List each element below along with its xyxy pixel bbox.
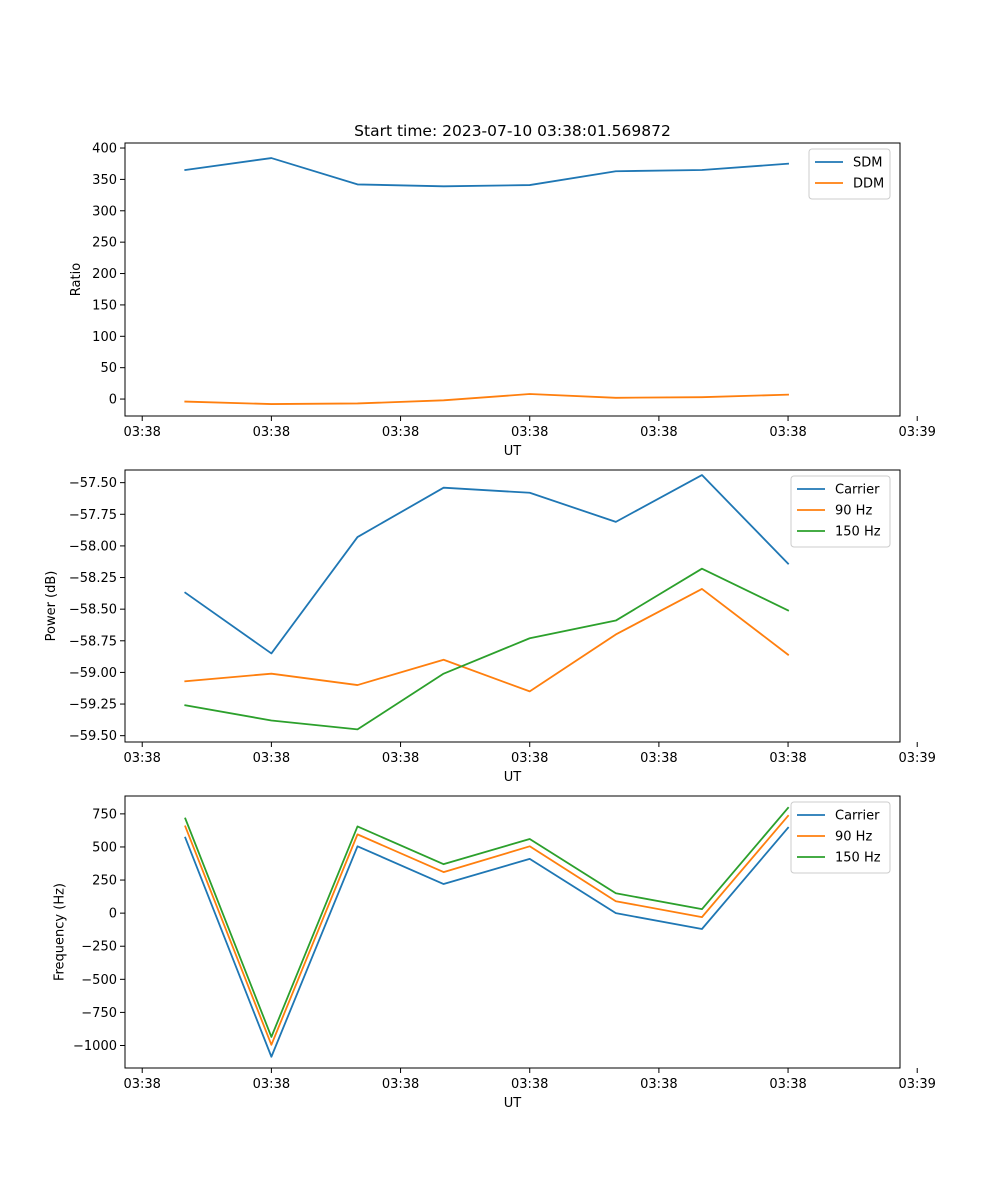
x-tick-label: 03:38	[123, 1077, 160, 1092]
x-tick-label: 03:38	[382, 1077, 419, 1092]
legend-label-ddm: DDM	[853, 177, 884, 192]
legend-box	[790, 801, 891, 874]
y-tick-label: 350	[92, 173, 117, 188]
legend-label-carrier: Carrier	[835, 809, 880, 824]
y-tick-label: 300	[92, 204, 117, 219]
x-tick-label: 03:38	[640, 425, 677, 440]
series-line-carrier	[184, 826, 790, 1058]
y-tick-label: 250	[92, 236, 117, 251]
y-tick-label: −59.50	[69, 729, 117, 744]
y-axis-label: Power (dB)	[44, 571, 59, 642]
legend-label-90-hz: 90 Hz	[835, 830, 872, 845]
x-axis-label: UT	[504, 444, 522, 459]
y-tick-label: −500	[81, 973, 117, 988]
x-tick-label: 03:38	[640, 751, 677, 766]
x-tick-label: 03:38	[123, 425, 160, 440]
series-line-carrier	[184, 474, 790, 655]
axes-frame	[124, 469, 901, 743]
chart-panel-1: 03:38 03:38 03:38 03:38 03:38 03:38 03:39 0 50 10…	[69, 142, 936, 459]
axes-frame	[124, 142, 901, 417]
legend-label-150-hz: 150 Hz	[835, 851, 881, 866]
series-line-150-hz	[184, 806, 790, 1038]
x-tick-label: 03:38	[511, 425, 548, 440]
chart-title: Start time: 2023-07-10 03:38:01.569872	[354, 122, 671, 140]
y-tick-label: −58.75	[69, 634, 117, 649]
x-tick-label: 03:38	[382, 751, 419, 766]
legend-label-90-hz: 90 Hz	[835, 504, 872, 519]
y-tick-label: 200	[92, 267, 117, 282]
x-tick-label: 03:38	[511, 751, 548, 766]
x-tick-label: 03:38	[769, 425, 806, 440]
series-line-90-hz	[184, 588, 790, 693]
y-tick-label: 500	[92, 840, 117, 855]
x-tick-label: 03:38	[382, 425, 419, 440]
y-axis-label: Frequency (Hz)	[53, 883, 68, 981]
y-tick-label: 250	[92, 874, 117, 889]
series-line-sdm	[184, 157, 790, 188]
x-axis-label: UT	[504, 770, 522, 785]
y-tick-label: −58.50	[69, 603, 117, 618]
x-tick-label: 03:39	[898, 425, 935, 440]
series-line-150-hz	[184, 567, 790, 731]
x-tick-label: 03:38	[769, 751, 806, 766]
y-tick-label: 100	[92, 330, 117, 345]
legend-box	[790, 475, 891, 548]
chart-panel-3: 03:38 03:38 03:38 03:38 03:38 03:38 03:39 −1000…	[53, 795, 936, 1111]
x-tick-label: 03:38	[253, 1077, 290, 1092]
axes-frame	[124, 795, 901, 1069]
x-tick-label: 03:39	[898, 1077, 935, 1092]
y-tick-label: −58.00	[69, 539, 117, 554]
y-tick-label: 0	[109, 393, 117, 408]
x-tick-label: 03:38	[640, 1077, 677, 1092]
series-line-ddm	[184, 393, 789, 405]
legend-label-150-hz: 150 Hz	[835, 525, 881, 540]
x-tick-label: 03:38	[511, 1077, 548, 1092]
y-tick-label: −58.25	[69, 571, 117, 586]
y-tick-label: −57.75	[69, 508, 117, 523]
y-tick-label: −750	[81, 1006, 117, 1021]
y-tick-label: 150	[92, 298, 117, 313]
legend-label-carrier: Carrier	[835, 483, 880, 498]
x-tick-label: 03:38	[123, 751, 160, 766]
chart-panel-2: 03:38 03:38 03:38 03:38 03:38 03:38 03:39 −59.5…	[44, 469, 936, 785]
legend: Carrier 90 Hz 150 Hz	[790, 475, 891, 548]
y-tick-label: −250	[81, 940, 117, 955]
x-axis-label: UT	[504, 1096, 522, 1111]
y-axis-label: Ratio	[69, 263, 84, 296]
y-tick-label: −1000	[73, 1039, 117, 1054]
y-tick-label: −59.25	[69, 698, 117, 713]
x-tick-label: 03:39	[898, 751, 935, 766]
y-tick-label: −57.50	[69, 476, 117, 491]
y-tick-label: 0	[109, 907, 117, 922]
y-tick-label: 400	[92, 142, 117, 157]
legend: Carrier 90 Hz 150 Hz	[790, 801, 891, 874]
x-tick-label: 03:38	[253, 425, 290, 440]
series-line-90-hz	[184, 814, 790, 1046]
x-tick-label: 03:38	[769, 1077, 806, 1092]
legend-label-sdm: SDM	[853, 156, 882, 171]
y-tick-label: 750	[92, 807, 117, 822]
y-tick-label: 50	[100, 361, 117, 376]
legend: SDM DDM	[808, 148, 891, 200]
x-tick-label: 03:38	[253, 751, 290, 766]
y-tick-label: −59.00	[69, 666, 117, 681]
